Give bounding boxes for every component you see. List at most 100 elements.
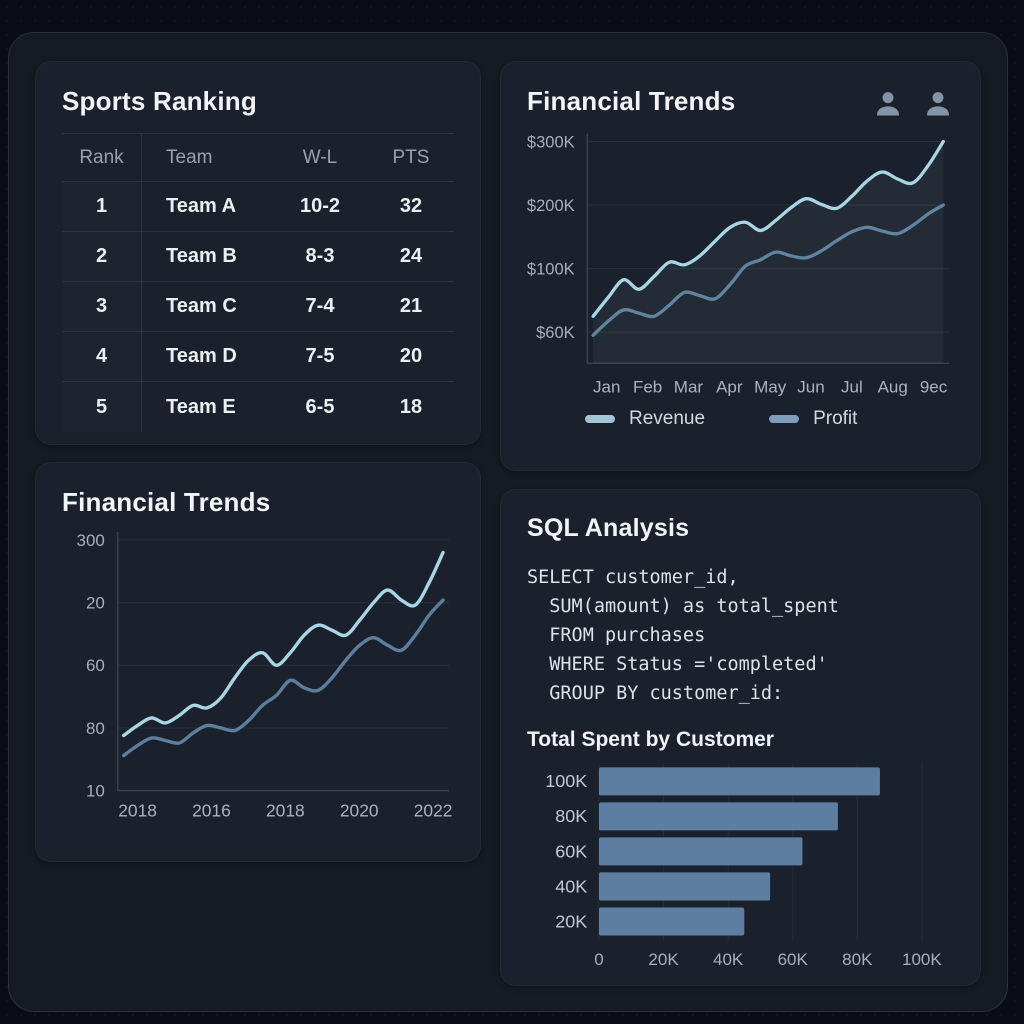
- y-axis-label: 80: [86, 719, 105, 738]
- cell-pts: 21: [399, 295, 423, 317]
- profit-line: [591, 203, 945, 337]
- cell-team: Team D: [166, 345, 237, 367]
- cell-team: Team B: [166, 245, 237, 267]
- legend-item-revenue[interactable]: Revenue: [585, 408, 705, 430]
- chart-legend: Revenue Profit: [585, 408, 954, 430]
- financial-trends-yearly-title: Financial Trends: [62, 487, 271, 517]
- cell-rank: 4: [62, 332, 142, 381]
- category-label: 80K: [555, 806, 587, 826]
- x-axis-label: 2018: [118, 800, 157, 820]
- column-header-pts: PTS: [392, 146, 430, 168]
- y-axis-label: $100K: [527, 259, 575, 278]
- column-header-team: Team: [166, 146, 213, 168]
- left-column: Sports Ranking Rank Team W-L PTS 1 Team A 10-2…: [35, 61, 481, 991]
- x-axis-label: 2018: [266, 800, 305, 820]
- x-axis-label: 2020: [340, 800, 379, 820]
- financial-trends-yearly-chart: 300 20 60 80 10 2018 2016 2018 2020 2022: [77, 531, 453, 821]
- cell-pts: 20: [399, 345, 423, 367]
- series-2-line: [122, 598, 445, 758]
- cell-rank: 2: [62, 232, 142, 281]
- table-row: 3 Team C 7-4 21: [62, 282, 454, 332]
- revenue-line: [591, 139, 945, 318]
- bar-chart-title: Total Spent by Customer: [527, 728, 774, 751]
- y-axis-label: 300: [77, 531, 105, 550]
- bar[interactable]: [598, 872, 771, 901]
- cell-rank: 5: [62, 382, 142, 432]
- cell-team: Team C: [166, 295, 237, 317]
- category-label: 40K: [555, 876, 587, 896]
- x-axis-label: 40K: [713, 950, 744, 969]
- user-icon[interactable]: [922, 88, 954, 120]
- bar[interactable]: [598, 907, 745, 936]
- cell-wl: 7-5: [305, 345, 335, 367]
- x-axis-label: 80K: [842, 950, 873, 969]
- cell-rank: 3: [62, 282, 142, 331]
- sports-ranking-panel: Sports Ranking Rank Team W-L PTS 1 Team A 10-2…: [35, 61, 481, 445]
- header-icons: [872, 86, 954, 120]
- x-axis-label: 60K: [778, 950, 809, 969]
- column-header-rank: Rank: [62, 134, 142, 181]
- column-header-wl: W-L: [302, 146, 338, 168]
- category-label: 60K: [555, 841, 587, 861]
- y-axis-label: $60K: [536, 323, 575, 342]
- legend-item-profit[interactable]: Profit: [769, 408, 857, 430]
- sports-ranking-table: Rank Team W-L PTS 1 Team A 10-2 32 2 Team B 8-3 24 3…: [62, 134, 454, 432]
- y-axis-label: $200K: [527, 196, 575, 215]
- cell-pts: 18: [399, 395, 423, 418]
- x-axis-label: 100K: [902, 950, 942, 969]
- table-row: 5 Team E 6-5 18: [62, 382, 454, 432]
- x-axis-label: Mar: [674, 377, 704, 396]
- category-label: 20K: [555, 911, 587, 931]
- x-axis-label: 20K: [648, 950, 679, 969]
- cell-team: Team E: [166, 395, 236, 418]
- table-row: 4 Team D 7-5 20: [62, 332, 454, 382]
- legend-label: Profit: [813, 408, 858, 430]
- x-axis-label: 2022: [414, 800, 453, 820]
- revenue-swatch: [585, 415, 615, 424]
- cell-wl: 6-5: [305, 395, 335, 418]
- cell-pts: 24: [399, 245, 423, 267]
- divider: [62, 133, 454, 134]
- x-axis-label: Aug: [878, 377, 908, 396]
- bar[interactable]: [598, 802, 838, 831]
- table-row: 1 Team A 10-2 32: [62, 182, 454, 232]
- x-axis-label: Jan: [593, 377, 620, 396]
- revenue-area: [593, 141, 944, 364]
- sports-ranking-title: Sports Ranking: [62, 86, 257, 116]
- user-icon[interactable]: [872, 88, 904, 120]
- financial-trends-monthly-chart: $300K $200K $100K $60K Jan Feb Mar Apr May Jun Jul…: [527, 132, 950, 396]
- sql-analysis-title: SQL Analysis: [527, 514, 690, 542]
- table-header-row: Rank Team W-L PTS: [62, 134, 454, 182]
- bar[interactable]: [598, 837, 803, 866]
- financial-trends-monthly-panel: Financial Trends $300K $200K $100K $60K Jan F…: [500, 61, 981, 471]
- cell-pts: 32: [399, 195, 423, 217]
- right-column: Financial Trends $300K $200K $100K $60K Jan F…: [500, 61, 981, 991]
- y-axis-label: 20: [86, 594, 105, 613]
- dashboard-surface: Sports Ranking Rank Team W-L PTS 1 Team A 10-2…: [8, 32, 1008, 1012]
- x-axis-label: 0: [594, 950, 603, 969]
- cell-rank: 1: [62, 182, 142, 231]
- y-axis-label: 10: [86, 782, 105, 801]
- cell-team: Team A: [166, 195, 237, 217]
- sql-code: SELECT customer_id, SUM(amount) as total…: [527, 567, 839, 704]
- profit-swatch: [769, 415, 800, 424]
- table-row: 2 Team B 8-3 24: [62, 232, 454, 282]
- x-axis-label: 2016: [192, 800, 231, 820]
- financial-trends-yearly-panel: Financial Trends 300 20 60 80 10 2018 2016 2018…: [35, 462, 481, 862]
- x-axis-label: 9ec: [920, 377, 948, 396]
- y-axis-label: $300K: [527, 132, 575, 151]
- x-axis-label: Jul: [841, 377, 863, 396]
- legend-label: Revenue: [629, 408, 706, 430]
- y-axis-label: 60: [86, 656, 105, 675]
- bar[interactable]: [598, 767, 880, 796]
- financial-trends-monthly-title: Financial Trends: [527, 86, 736, 116]
- x-axis-label: Apr: [716, 377, 743, 396]
- total-spent-bar-chart: 0 20K 40K 60K 80K 100K 100K 80K 60K 40K 20K: [545, 763, 942, 969]
- sql-analysis-panel: SQL Analysis SELECT customer_id, SUM(amo…: [500, 489, 981, 986]
- panel-header: Financial Trends: [527, 86, 954, 120]
- cell-wl: 10-2: [299, 195, 341, 217]
- cell-wl: 7-4: [305, 295, 335, 317]
- x-axis-label: May: [754, 377, 787, 396]
- series-1-line: [122, 550, 445, 738]
- cell-wl: 8-3: [305, 245, 335, 267]
